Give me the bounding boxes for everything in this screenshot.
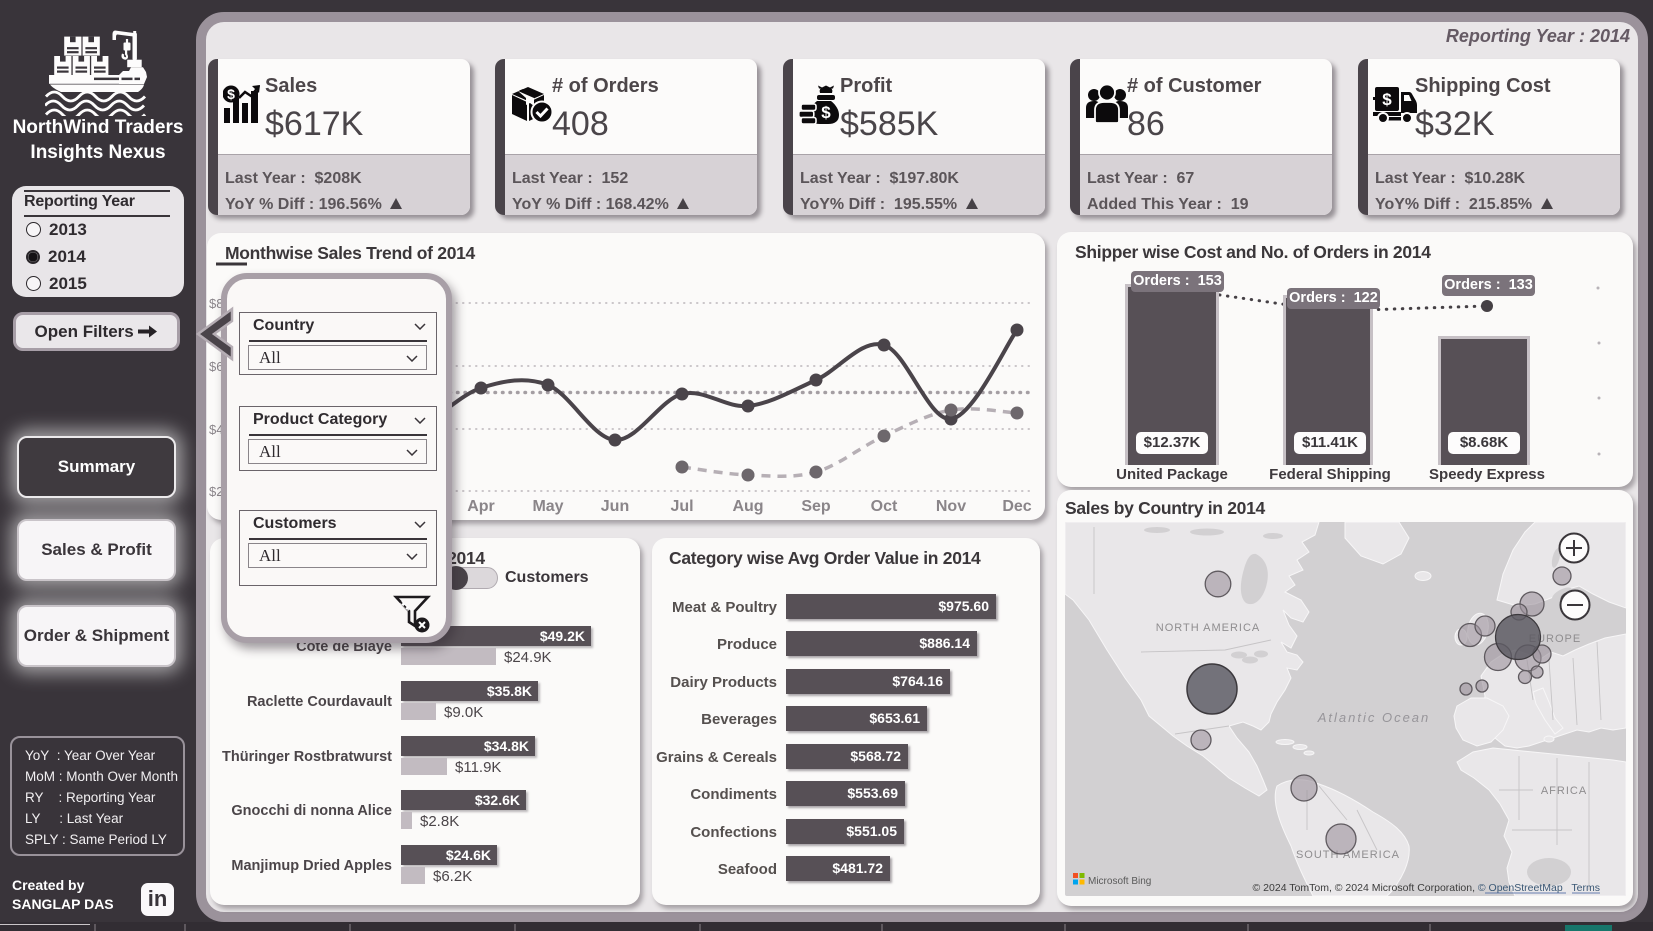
svg-text:Apr: Apr [467,498,495,515]
svg-text:$: $ [227,86,235,102]
svg-text:Oct: Oct [871,498,898,515]
svg-text:AFRICA: AFRICA [1541,785,1587,797]
svg-text:Atlantic Ocean: Atlantic Ocean [1317,710,1431,725]
svg-text:© OpenStreetMap Terms: © OpenStreetMap Terms [1475,882,1600,894]
svg-text:EUROPE: EUROPE [1529,633,1581,645]
svg-text:$: $ [821,103,831,122]
svg-text:$: $ [1382,90,1392,109]
svg-text:Jun: Jun [601,498,629,515]
svg-text:SOUTH AMERICA: SOUTH AMERICA [1296,849,1400,861]
svg-text:© 2024 TomTom, © 2024 Microsof: © 2024 TomTom, © 2024 Microsoft Corporat… [1253,882,1475,894]
svg-text:Sep: Sep [801,498,831,515]
svg-text:Microsoft Bing: Microsoft Bing [1088,876,1151,887]
svg-text:May: May [532,498,563,515]
svg-text:Jul: Jul [670,498,693,515]
svg-text:Dec: Dec [1002,498,1031,515]
svg-text:Nov: Nov [936,498,966,515]
svg-text:Aug: Aug [732,498,763,515]
svg-text:NORTH AMERICA: NORTH AMERICA [1156,622,1260,634]
